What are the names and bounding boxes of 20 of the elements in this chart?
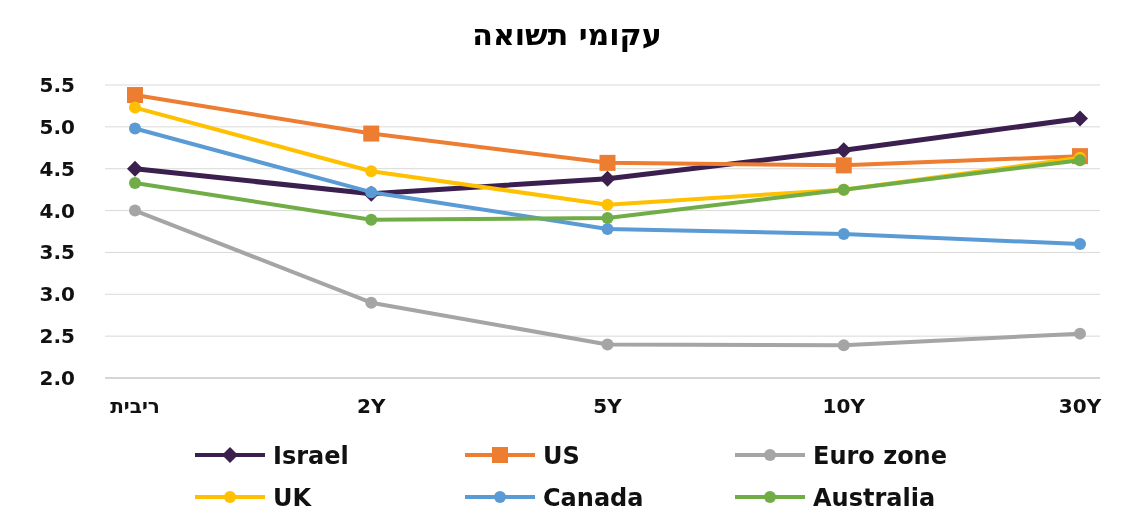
- y-tick-label: 2.0: [39, 366, 75, 390]
- x-tick-label: 30Y: [1058, 394, 1102, 418]
- x-tick-label: ריבית: [110, 394, 160, 418]
- chart-title: עקומי תשואה: [472, 17, 662, 52]
- y-tick-label: 2.5: [39, 324, 75, 349]
- x-tick-label: 5Y: [593, 394, 623, 418]
- y-tick-label: 5.0: [39, 114, 75, 139]
- y-tick-label: 3.5: [39, 240, 75, 265]
- legend-label: UK: [273, 484, 313, 512]
- legend-label: US: [543, 442, 580, 470]
- x-tick-label: 10Y: [822, 394, 866, 418]
- legend-label: Euro zone: [813, 442, 947, 470]
- y-tick-label: 5.5: [39, 73, 75, 97]
- y-tick-label: 3.0: [39, 282, 75, 307]
- legend-label: Israel: [273, 442, 349, 470]
- legend-label: Australia: [813, 484, 936, 512]
- y-tick-label: 4.0: [39, 198, 75, 223]
- legend-label: Canada: [543, 484, 644, 512]
- x-tick-label: 2Y: [357, 394, 386, 418]
- y-tick-label: 4.5: [39, 156, 75, 181]
